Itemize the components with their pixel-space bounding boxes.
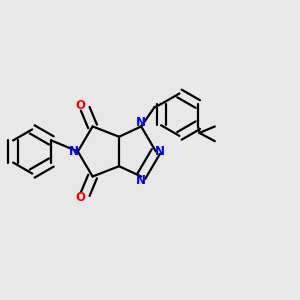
Text: O: O: [75, 99, 85, 112]
Text: O: O: [75, 191, 85, 204]
Text: N: N: [136, 174, 146, 188]
Text: N: N: [69, 145, 79, 158]
Text: N: N: [154, 145, 164, 158]
Text: N: N: [136, 116, 146, 128]
